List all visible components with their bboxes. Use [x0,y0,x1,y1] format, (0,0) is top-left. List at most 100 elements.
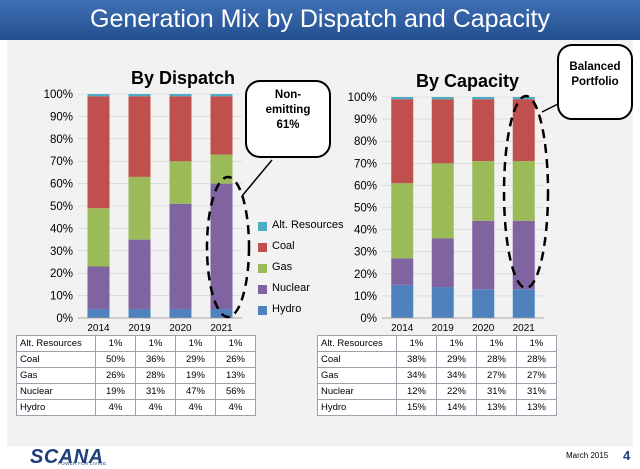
table-row-nuclear: Nuclear 19% 31% 47% 56% [16,383,256,400]
footer-date: March 2015 [566,451,609,460]
bar-segment-hydro-2014 [87,309,110,318]
bar-segment-gas-2019 [431,163,454,239]
bar-segment-gas-2019 [128,176,151,240]
page-title: Generation Mix by Dispatch and Capacity [90,5,550,33]
table-row-alt-resources: Alt. Resources 1% 1% 1% 1% [317,335,557,352]
x-tick-label: 2014 [87,323,110,334]
legend-swatch [258,306,267,315]
table-cell: 27% [516,367,557,384]
bar-segment-nuclear-2019 [431,238,454,288]
legend-item-alt-resources: Alt. Resources [258,218,348,239]
table-cell: 4% [95,399,136,416]
x-tick-label: 2020 [472,323,495,334]
legend-label: Alt. Resources [272,219,344,231]
bar-segment-alt-resources-2019 [431,97,454,100]
y-tick-label: 80% [50,134,73,146]
callout-line: Balanced [569,61,621,73]
bar-segment-alt-resources-2019 [128,94,151,97]
y-tick-label: 30% [354,247,377,259]
y-tick-label: 80% [354,136,377,148]
table-cell: 22% [436,383,477,400]
table-row-hydro: Hydro 15% 14% 13% 13% [317,399,557,416]
y-tick-label: 90% [354,114,377,126]
bar-segment-coal-2021 [512,99,535,162]
table-cell: 38% [396,351,437,368]
y-tick-label: 60% [50,179,73,191]
bar-segment-hydro-2020 [169,309,192,318]
table-row-coal: Coal 38% 29% 28% 28% [317,351,557,368]
legend-label: Nuclear [272,282,310,294]
bar-segment-nuclear-2014 [391,258,414,285]
table-cell: 28% [476,351,517,368]
bar-segment-nuclear-2019 [128,239,151,310]
y-tick-label: 0% [56,313,73,325]
table-cell: 15% [396,399,437,416]
callout-line: Non- [274,89,302,101]
table-cell: 1% [516,335,557,352]
table-row-label: Coal [317,351,397,368]
legend-swatch [258,264,267,273]
bar-segment-gas-2014 [87,208,110,267]
legend-swatch [258,222,267,231]
table-row-gas: Gas 26% 28% 19% 13% [16,367,256,384]
table-cell: 14% [436,399,477,416]
bar-segment-hydro-2019 [128,309,151,318]
y-tick-label: 10% [354,291,377,303]
y-tick-label: 0% [360,313,377,325]
scana-logo-tagline: POWER FOR LIVING [58,461,107,466]
table-cell: 29% [436,351,477,368]
x-tick-label: 2014 [391,323,414,334]
bar-segment-alt-resources-2014 [87,94,110,97]
legend-swatch [258,285,267,294]
bar-segment-gas-2014 [391,183,414,259]
page-number: 4 [623,448,631,463]
table-cell: 12% [396,383,437,400]
capacity-chart-title: By Capacity [416,71,520,91]
y-tick-label: 50% [354,203,377,215]
bar-segment-coal-2020 [472,99,495,162]
bar-segment-nuclear-2021 [512,220,535,290]
y-tick-label: 100% [44,89,73,101]
y-tick-label: 70% [354,158,377,170]
bar-segment-hydro-2021 [512,289,535,318]
table-cell: 4% [215,399,256,416]
bar-segment-hydro-2014 [391,284,414,318]
legend-label: Hydro [272,303,302,315]
legend-item-hydro: Hydro [258,302,348,323]
table-cell: 34% [396,367,437,384]
callout-line: Portfolio [571,76,619,88]
table-row-alt-resources: Alt. Resources 1% 1% 1% 1% [16,335,256,352]
capacity-data-table: Alt. Resources 1% 1% 1% 1% Coal 38% 29% 28% 28% Ga… [317,335,557,416]
chart-legend: Alt. Resources Coal Gas Nuclear Hydro [258,218,348,323]
callout-line: emitting [265,104,311,116]
bar-segment-coal-2014 [87,96,110,209]
bar-segment-gas-2021 [512,161,535,221]
bar-segment-alt-resources-2021 [210,94,233,97]
title-banner [0,0,640,40]
table-cell: 1% [436,335,477,352]
x-tick-label: 2019 [128,323,151,334]
scana-logo: SCANA [30,446,104,468]
x-tick-label: 2020 [169,323,192,334]
table-row-hydro: Hydro 4% 4% 4% 4% [16,399,256,416]
y-tick-label: 40% [50,223,73,235]
table-cell: 34% [436,367,477,384]
legend-item-coal: Coal [258,239,348,260]
table-cell: 13% [516,399,557,416]
dispatch-data-table: Alt. Resources 1% 1% 1% 1% Coal 50% 36% 29% 26% Ga… [16,335,256,416]
legend-item-nuclear: Nuclear [258,281,348,302]
table-cell: 1% [476,335,517,352]
y-tick-label: 40% [354,225,377,237]
y-tick-label: 90% [50,111,73,123]
dispatch-callout: Non- emitting 61% [245,80,331,158]
x-tick-label: 2021 [210,323,233,334]
legend-item-gas: Gas [258,260,348,281]
table-row-label: Hydro [317,399,397,416]
bar-segment-alt-resources-2020 [472,97,495,100]
callout-line: 61% [276,119,300,131]
y-tick-label: 60% [354,180,377,192]
table-cell: 1% [396,335,437,352]
bar-segment-alt-resources-2020 [169,94,192,97]
bar-segment-coal-2021 [210,96,233,155]
table-cell: 31% [516,383,557,400]
